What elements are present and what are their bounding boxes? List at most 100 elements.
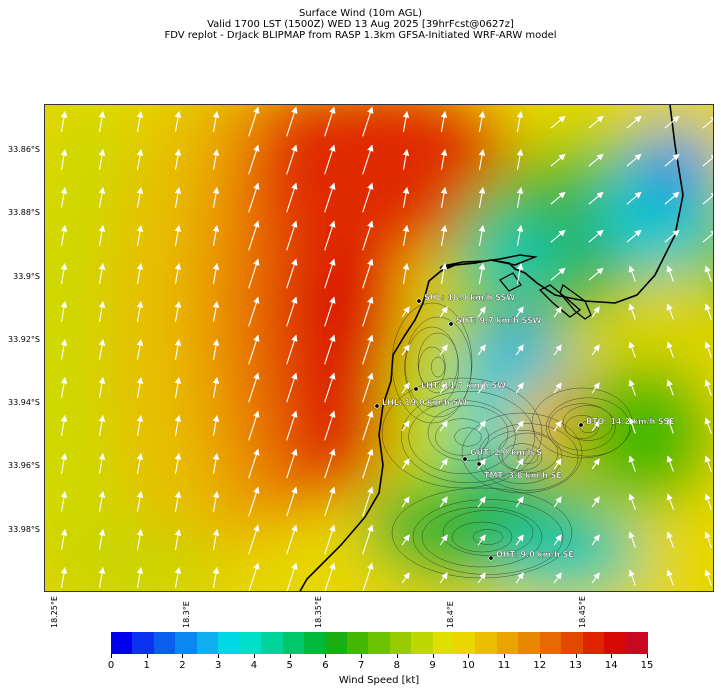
wind-arrow xyxy=(477,420,486,432)
wind-arrow xyxy=(553,382,562,394)
contour-line xyxy=(461,412,583,494)
wind-arrow xyxy=(136,452,144,474)
wind-arrow xyxy=(248,448,260,479)
wind-arrow xyxy=(553,458,562,470)
station-dot-sht[interactable] xyxy=(448,321,454,327)
wind-arrow xyxy=(98,186,106,208)
wind-arrow xyxy=(516,110,524,132)
wind-arrow xyxy=(478,186,486,208)
colorbar-segment xyxy=(368,632,391,654)
wind-arrow xyxy=(248,524,260,555)
wind-arrow xyxy=(60,414,68,436)
wind-arrow xyxy=(248,106,260,137)
wind-arrow xyxy=(628,303,636,320)
station-dot-oht[interactable] xyxy=(488,555,494,561)
map-title: Surface Wind (10m AGL) xyxy=(298,8,423,19)
wind-arrow xyxy=(212,224,220,246)
wind-arrow xyxy=(401,572,410,584)
wind-arrow xyxy=(478,110,486,132)
colorbar-tick-label: 10 xyxy=(461,660,475,671)
wind-arrow xyxy=(478,262,486,284)
colorbar-tick-mark xyxy=(218,654,220,658)
wind-arrow xyxy=(626,229,642,243)
wind-arrow xyxy=(362,296,374,327)
station-label-gut: GUT: 2.0 km/h S xyxy=(470,448,542,457)
contour-line xyxy=(501,443,543,471)
station-dot-tmt[interactable] xyxy=(476,461,482,467)
wind-arrow xyxy=(286,486,298,517)
wind-arrow xyxy=(212,490,220,512)
colorbar-tick-mark xyxy=(647,654,648,658)
wind-arrow xyxy=(324,334,336,365)
wind-arrow xyxy=(628,265,636,282)
wind-arrow xyxy=(440,110,448,132)
wind-arrow xyxy=(286,182,298,213)
wind-arrow xyxy=(516,262,524,284)
colorbar-segment xyxy=(539,632,562,654)
station-dot-lhl[interactable] xyxy=(374,403,380,409)
station-dot-shl[interactable] xyxy=(416,298,422,304)
contour-line xyxy=(442,510,534,556)
colorbar-segment xyxy=(389,632,412,654)
wind-arrow xyxy=(440,186,448,208)
colorbar-tick-label: 14 xyxy=(604,660,618,671)
wind-arrow xyxy=(362,182,374,213)
wind-arrow xyxy=(515,534,524,546)
lon-label: 18.25°E xyxy=(50,596,59,628)
wind-arrow xyxy=(286,334,298,365)
wind-arrow xyxy=(60,338,68,360)
wind-arrow xyxy=(362,562,374,591)
wind-arrow xyxy=(515,344,524,356)
wind-arrow xyxy=(286,524,298,555)
station-label-oht: OHT: 9.0 km/h SE xyxy=(496,550,574,559)
wind-arrow xyxy=(174,528,182,550)
wind-arrow xyxy=(286,372,298,403)
lat-label: 33.9°S xyxy=(13,272,40,281)
station-dot-bto[interactable] xyxy=(578,422,584,428)
wind-arrow xyxy=(588,267,604,281)
wind-arrow xyxy=(666,417,674,434)
wind-arrow xyxy=(401,420,410,432)
wind-arrow xyxy=(212,148,220,170)
wind-arrow xyxy=(136,376,144,398)
station-dot-gut[interactable] xyxy=(462,456,468,462)
wind-arrow xyxy=(98,490,106,512)
wind-arrow xyxy=(516,224,524,246)
wind-arrow xyxy=(324,448,336,479)
wind-arrow xyxy=(98,528,106,550)
colorbar-tick-label: 3 xyxy=(215,660,222,671)
wind-arrow xyxy=(664,115,680,129)
wind-arrow xyxy=(324,220,336,251)
contour-line xyxy=(562,405,614,441)
wind-arrow xyxy=(702,229,713,243)
colorbar-tick-mark xyxy=(325,654,327,658)
wind-arrow xyxy=(704,417,712,434)
wind-arrow xyxy=(626,115,642,129)
wind-arrow xyxy=(553,572,562,584)
wind-arrow xyxy=(550,229,566,243)
wind-map[interactable]: SHL: 18.9 km/h SSW SHT: 9.7 km/h SSW LHT: … xyxy=(44,104,714,592)
map-valid-time: Valid 1700 LST (1500Z) WED 13 Aug 2025 [… xyxy=(207,19,514,30)
wind-arrow xyxy=(174,490,182,512)
wind-arrow xyxy=(591,420,600,432)
sea-background-outline xyxy=(299,105,684,591)
colorbar-segment xyxy=(475,632,498,654)
wind-arrow xyxy=(98,148,106,170)
wind-arrow xyxy=(362,258,374,289)
wind-arrow xyxy=(402,110,410,132)
colorbar-segment xyxy=(604,632,627,654)
wind-arrow xyxy=(439,534,448,546)
colorbar-segment xyxy=(454,632,477,654)
wind-arrow xyxy=(248,258,260,289)
wind-arrow xyxy=(402,186,410,208)
wind-arrow xyxy=(550,191,566,205)
wind-arrow xyxy=(477,382,486,394)
wind-arrow xyxy=(553,496,562,508)
wind-arrow xyxy=(286,562,298,591)
colorbar-segment xyxy=(261,632,284,654)
wind-arrow xyxy=(212,452,220,474)
wind-map-canvas: SHL: 18.9 km/h SSW SHT: 9.7 km/h SSW LHT: … xyxy=(45,105,713,591)
station-dot-lht[interactable] xyxy=(413,386,419,392)
wind-arrow xyxy=(324,106,336,137)
station-label-lht: LHT: 11.7 km/h SW xyxy=(421,381,506,390)
